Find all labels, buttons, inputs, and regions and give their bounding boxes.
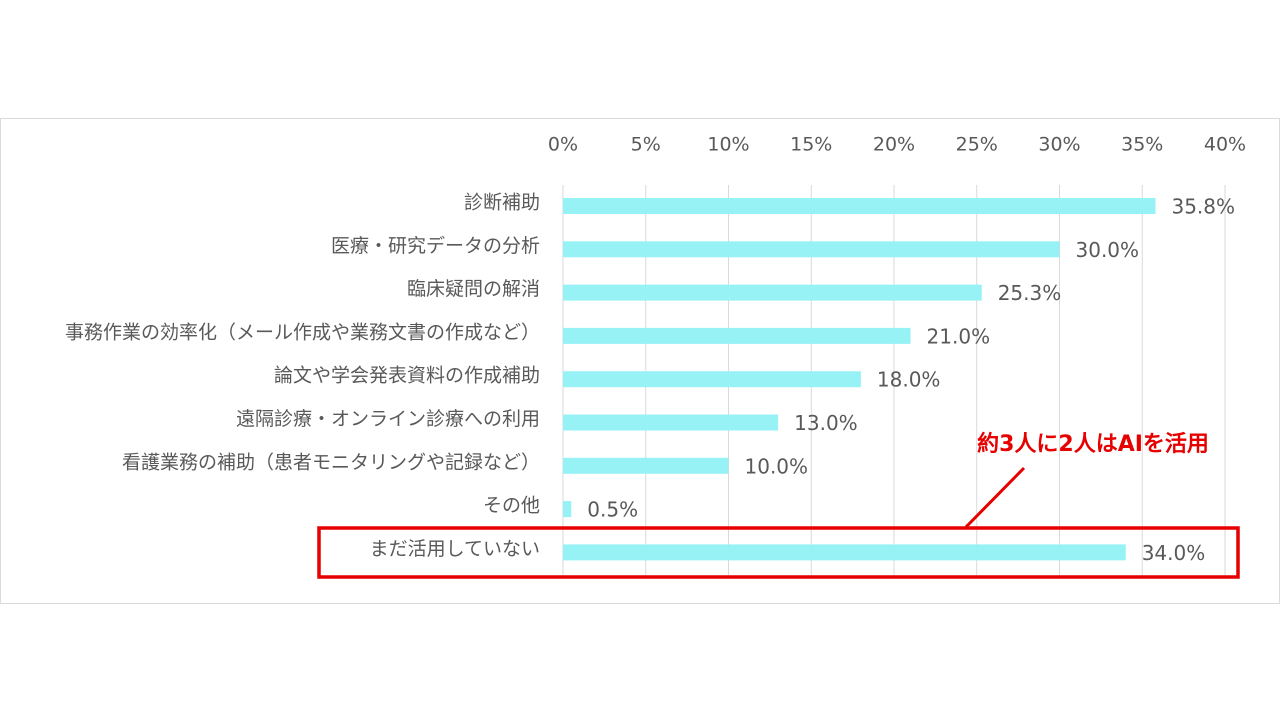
bar bbox=[563, 284, 982, 301]
bar bbox=[563, 414, 779, 431]
value-label: 21.0% bbox=[927, 324, 991, 348]
category-label: 論文や学会発表資料の作成補助 bbox=[274, 365, 540, 387]
x-tick-label: 15% bbox=[790, 134, 832, 156]
value-label: 34.0% bbox=[1142, 541, 1206, 565]
bar bbox=[563, 457, 729, 474]
bar bbox=[563, 501, 572, 518]
bar bbox=[563, 327, 911, 344]
category-label: 事務作業の効率化（メール作成や業務文書の作成など） bbox=[65, 321, 540, 343]
category-label: 医療・研究データの分析 bbox=[331, 235, 540, 257]
x-tick-label: 10% bbox=[707, 134, 749, 156]
value-label: 35.8% bbox=[1171, 195, 1235, 219]
value-label: 30.0% bbox=[1076, 238, 1140, 262]
x-tick-label: 30% bbox=[1038, 134, 1080, 156]
category-label: 診断補助 bbox=[464, 192, 540, 214]
x-tick-label: 20% bbox=[873, 134, 915, 156]
category-label: 臨床疑問の解消 bbox=[407, 278, 540, 300]
x-tick-label: 40% bbox=[1204, 134, 1246, 156]
value-label: 0.5% bbox=[587, 498, 638, 522]
bar bbox=[563, 544, 1126, 561]
bar bbox=[563, 241, 1060, 258]
x-tick-label: 0% bbox=[548, 134, 578, 156]
category-label: 遠隔診療・オンライン診療への利用 bbox=[236, 408, 540, 430]
value-label: 18.0% bbox=[877, 368, 941, 392]
value-label: 25.3% bbox=[998, 281, 1062, 305]
highlight-box bbox=[317, 526, 1240, 579]
x-tick-label: 25% bbox=[956, 134, 998, 156]
annotation: 約3人に2人はAIを活用 bbox=[977, 431, 1209, 457]
category-label: その他 bbox=[483, 495, 540, 517]
bar bbox=[563, 198, 1156, 214]
chart-frame bbox=[0, 118, 1280, 604]
value-label: 13.0% bbox=[794, 411, 858, 435]
category-label: 看護業務の補助（患者モニタリングや記録など） bbox=[122, 451, 540, 473]
x-tick-label: 5% bbox=[631, 134, 661, 156]
value-label: 10.0% bbox=[745, 454, 809, 478]
callout-line bbox=[964, 466, 1026, 529]
category-label: まだ活用していない bbox=[370, 538, 540, 560]
x-tick-label: 35% bbox=[1121, 134, 1163, 156]
bar bbox=[563, 371, 861, 388]
